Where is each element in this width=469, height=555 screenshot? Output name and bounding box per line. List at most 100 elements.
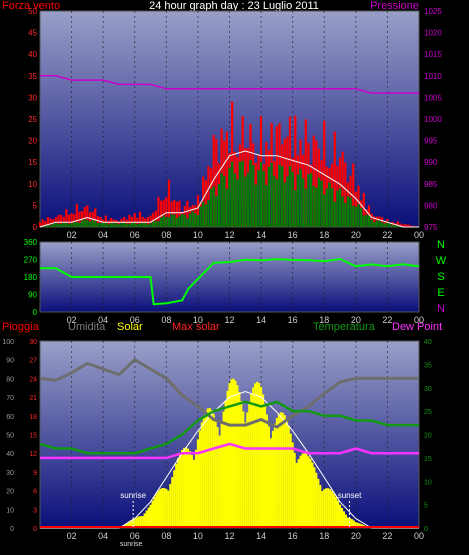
pressure-line <box>40 75 419 94</box>
humidity-y-tick: 10 <box>6 507 14 514</box>
compass-label: W <box>436 255 447 267</box>
wind-y-tick: 40 <box>28 50 37 59</box>
temperature-y-tick: 35 <box>424 362 432 369</box>
legend-max-solar: Max solar <box>172 321 220 333</box>
rain-y-tick: 30 <box>29 339 37 346</box>
rain-y-tick: 0 <box>33 526 37 533</box>
humidity-y-tick: 20 <box>6 489 14 496</box>
compass-label: N <box>437 239 445 251</box>
x-tick-label: 20 <box>351 531 361 541</box>
wind-y-tick: 45 <box>28 29 37 38</box>
legend-temperatura: Temperatura <box>313 321 376 333</box>
x-tick-label: 06 <box>130 531 140 541</box>
pressure-y-tick: 1005 <box>424 93 442 102</box>
x-tick-label: 02 <box>67 230 77 240</box>
direction-panel-marks <box>40 242 420 312</box>
legend-pioggia: Pioggia <box>2 321 40 333</box>
pressure-y-tick: 980 <box>424 201 438 210</box>
wind-panel-marks <box>38 11 419 228</box>
x-tick-label: 20 <box>351 230 361 240</box>
temperature-y-tick: 10 <box>424 479 432 486</box>
wind-direction-line <box>40 257 420 306</box>
temperature-y-tick: 40 <box>424 339 432 346</box>
temperature-y-tick: 20 <box>424 433 432 440</box>
wind-y-tick: 10 <box>28 180 37 189</box>
sunrise-label: sunrise <box>120 491 146 500</box>
sunrise-axis-label: sunrise <box>120 541 143 548</box>
legend-umidita: Umidita <box>68 321 106 333</box>
temperature-y-tick: 5 <box>424 503 428 510</box>
x-axis-labels: 02 04 06 08 10 12 14 16 18 20 22 00 02 04 06 08 10 12 14 16… <box>67 230 424 541</box>
temperature-y-tick: 15 <box>424 456 432 463</box>
x-tick-label: 04 <box>98 531 108 541</box>
x-tick-label: 04 <box>98 230 108 240</box>
wind-y-tick: 50 <box>28 7 37 16</box>
x-tick-label: 00 <box>414 315 424 325</box>
wind-y-tick: 35 <box>28 72 37 81</box>
rain-y-tick: 6 <box>33 489 37 496</box>
x-tick-label: 14 <box>256 531 266 541</box>
humidity-y-tick: 100 <box>2 339 14 346</box>
rain-y-tick: 27 <box>29 358 37 365</box>
dew-point-line <box>40 442 419 460</box>
x-tick-label: 12 <box>224 531 234 541</box>
direction-y-tick: 0 <box>33 308 38 317</box>
humidity-y-tick: 80 <box>6 376 14 383</box>
weather-panel-marks: sunrise sunset <box>39 341 419 529</box>
humidity-y-tick: 70 <box>6 395 14 402</box>
wind-y-tick: 30 <box>28 93 37 102</box>
x-tick-label: 18 <box>319 315 329 325</box>
wind-y-tick: 15 <box>28 158 37 167</box>
rain-y-tick: 3 <box>33 507 37 514</box>
x-tick-label: 22 <box>382 531 392 541</box>
humidity-line <box>39 357 419 429</box>
wind-panel-ticks: 0510152025303540455097598098599099510001… <box>28 7 442 232</box>
wind-avg-line <box>39 150 419 228</box>
x-tick-label: 08 <box>161 315 171 325</box>
x-tick-label: 02 <box>67 531 77 541</box>
x-tick-label: 10 <box>193 230 203 240</box>
temperature-y-tick: 30 <box>424 386 432 393</box>
temperature-y-tick: 0 <box>424 526 428 533</box>
x-tick-label: 08 <box>161 531 171 541</box>
humidity-y-tick: 90 <box>6 358 14 365</box>
direction-y-tick: 360 <box>24 238 38 247</box>
pressure-y-tick: 990 <box>424 158 438 167</box>
x-tick-label: 16 <box>288 531 298 541</box>
wind-axis-label: Forza vento <box>2 0 60 12</box>
x-tick-label: 12 <box>224 315 234 325</box>
x-tick-label: 12 <box>224 230 234 240</box>
weather-panel-ticks: sunrise010203040506070809010003691215182… <box>2 339 432 548</box>
pressure-y-tick: 1015 <box>424 50 442 59</box>
pressure-y-tick: 1025 <box>424 7 442 16</box>
legend-solar: Solar <box>117 321 143 333</box>
pressure-y-tick: 1010 <box>424 72 442 81</box>
x-tick-label: 22 <box>382 315 392 325</box>
x-tick-label: 10 <box>193 315 203 325</box>
x-tick-label: 22 <box>382 230 392 240</box>
pressure-y-tick: 995 <box>424 137 438 146</box>
direction-y-tick: 180 <box>24 273 38 282</box>
compass-label: S <box>437 271 444 283</box>
rain-y-tick: 18 <box>29 414 37 421</box>
humidity-y-tick: 40 <box>6 451 14 458</box>
rain-y-tick: 15 <box>29 433 37 440</box>
rain-y-tick: 12 <box>29 451 37 458</box>
x-tick-label: 06 <box>130 315 140 325</box>
direction-y-tick: 90 <box>28 291 37 300</box>
legend-dew-point: Dew Point <box>392 321 442 333</box>
rain-y-tick: 24 <box>29 376 37 383</box>
pressure-y-tick: 985 <box>424 180 438 189</box>
pressure-y-tick: 975 <box>424 223 438 232</box>
sunset-label: sunset <box>338 491 362 500</box>
x-tick-label: 18 <box>319 531 329 541</box>
rain-y-tick: 21 <box>29 395 37 402</box>
pressure-y-tick: 1000 <box>424 115 442 124</box>
wind-y-tick: 25 <box>28 115 37 124</box>
wind-y-tick: 20 <box>28 137 37 146</box>
x-tick-label: 20 <box>351 315 361 325</box>
x-tick-label: 08 <box>161 230 171 240</box>
pressure-axis-label: Pressione <box>370 0 419 12</box>
